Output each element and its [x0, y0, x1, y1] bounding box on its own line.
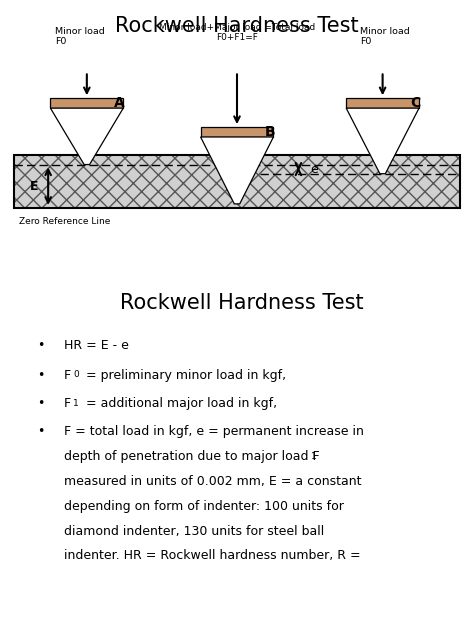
Text: E: E — [30, 179, 39, 193]
Bar — [50, 98, 123, 108]
Text: •: • — [37, 425, 44, 439]
Text: Rockwell Hardness Test: Rockwell Hardness Test — [120, 293, 364, 313]
Text: F: F — [64, 368, 71, 382]
Text: C: C — [410, 96, 420, 110]
Polygon shape — [50, 108, 123, 164]
Text: HR = E - e: HR = E - e — [64, 339, 128, 352]
Polygon shape — [201, 137, 273, 204]
Text: indenter. HR = Rockwell hardness number, R =: indenter. HR = Rockwell hardness number,… — [64, 549, 360, 562]
Text: 1: 1 — [73, 399, 79, 408]
Text: depth of penetration due to major load F: depth of penetration due to major load F — [64, 450, 319, 463]
Text: measured in units of 0.002 mm, E = a constant: measured in units of 0.002 mm, E = a con… — [64, 475, 361, 488]
Bar — [14, 155, 460, 208]
Text: •: • — [37, 368, 44, 382]
Text: = preliminary minor load in kgf,: = preliminary minor load in kgf, — [82, 368, 286, 382]
Text: B: B — [264, 125, 275, 139]
Bar — [14, 155, 460, 208]
Text: Zero Reference Line: Zero Reference Line — [18, 217, 110, 226]
Text: •: • — [37, 339, 44, 352]
Text: diamond indenter, 130 units for steel ball: diamond indenter, 130 units for steel ba… — [64, 525, 324, 538]
Text: F = total load in kgf, e = permanent increase in: F = total load in kgf, e = permanent inc… — [64, 425, 364, 439]
Bar — [201, 127, 273, 137]
Text: = additional major load in kgf,: = additional major load in kgf, — [82, 397, 277, 410]
Text: Minor load
F0: Minor load F0 — [360, 27, 410, 46]
Text: depending on form of indenter: 100 units for: depending on form of indenter: 100 units… — [64, 500, 343, 513]
Text: Rockwell Hardness Test: Rockwell Hardness Test — [115, 16, 359, 36]
Text: 1: 1 — [311, 452, 317, 461]
Text: •: • — [37, 397, 44, 410]
Text: 0: 0 — [73, 370, 79, 379]
Text: e: e — [310, 162, 318, 176]
Text: A: A — [114, 96, 125, 110]
Text: F: F — [64, 397, 71, 410]
Polygon shape — [346, 108, 419, 174]
Bar — [14, 155, 460, 208]
Text: Minor load
F0: Minor load F0 — [55, 27, 105, 46]
Text: Minor load+Major load =Total load
F0+F1=F: Minor load+Major load =Total load F0+F1=… — [159, 23, 315, 42]
Bar — [346, 98, 419, 108]
